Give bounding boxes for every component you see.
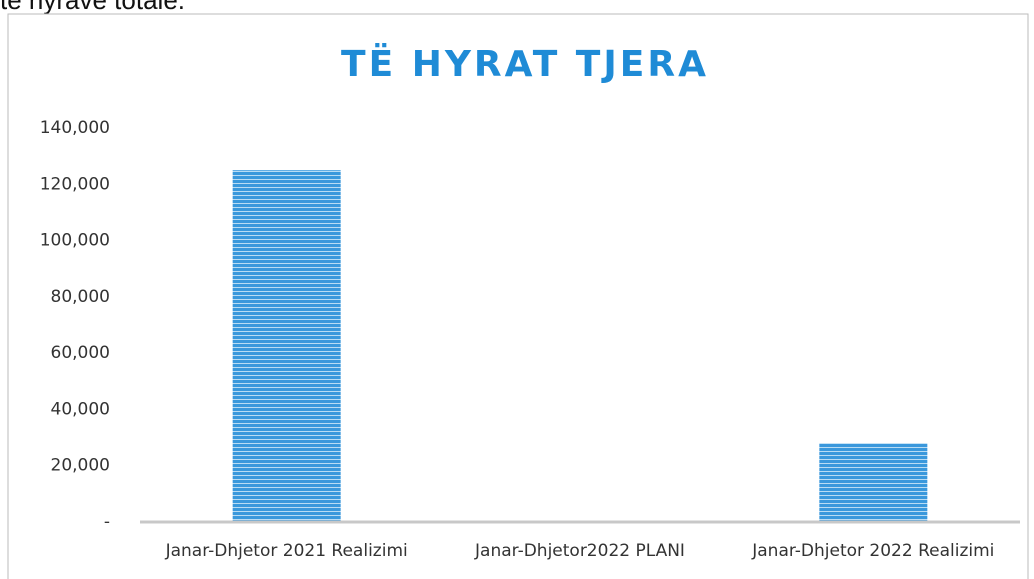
document-text: të hyrave totale. [0,0,185,15]
x-tick-label: Janar-Dhjetor2022 PLANI [474,541,685,561]
x-tick-label: Janar-Dhjetor 2022 Realizimi [751,541,994,561]
y-tick-label: 120,000 [40,174,110,194]
y-tick-label: 20,000 [51,456,110,476]
bar [232,170,341,522]
bar [819,443,928,522]
y-tick-label: 100,000 [40,231,110,251]
x-tick-label: Janar-Dhjetor 2021 Realizimi [165,541,408,561]
chart-title: TË HYRAT TJERA [341,43,709,85]
y-tick-label: - [104,512,110,532]
y-tick-label: 60,000 [51,343,110,363]
chart-frame [7,13,1029,579]
y-tick-label: 140,000 [40,118,110,138]
y-tick-label: 80,000 [51,287,110,307]
y-tick-label: 40,000 [51,399,110,419]
